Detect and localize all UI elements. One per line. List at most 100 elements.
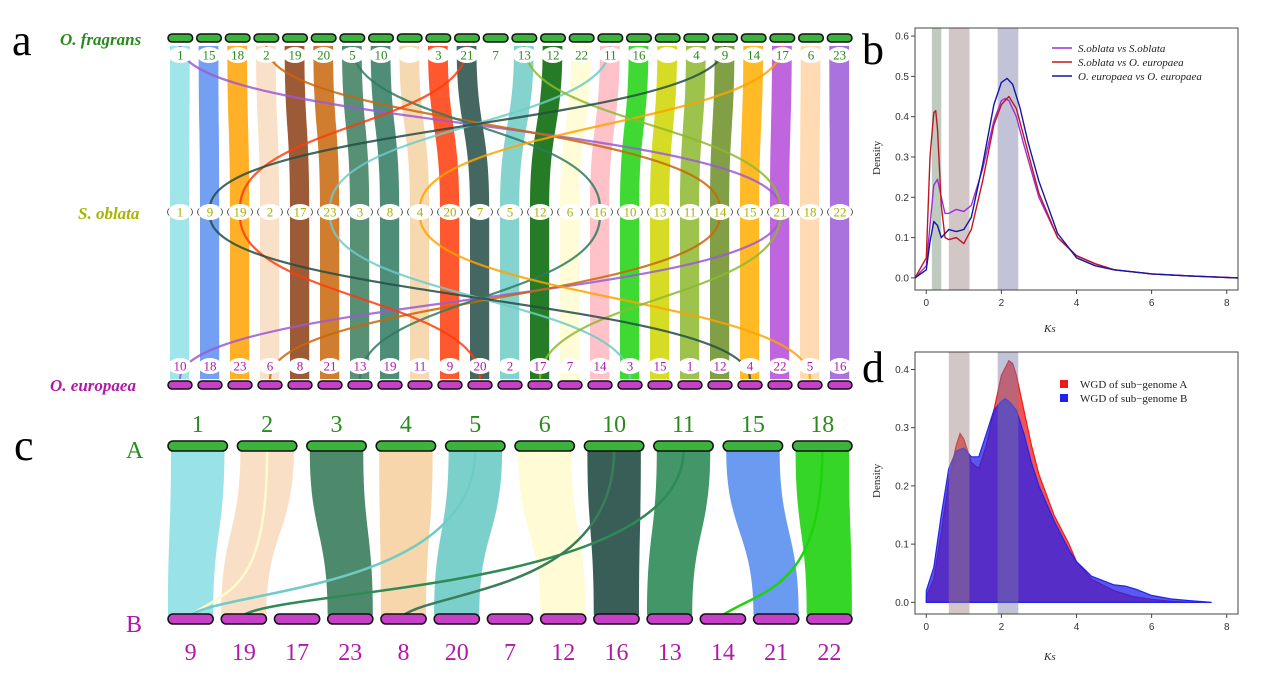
bottom-chromosome-bar bbox=[557, 380, 583, 390]
subgenome-ribbon bbox=[518, 450, 586, 615]
synteny-ribbon bbox=[456, 46, 490, 208]
top-chromosome-label: 6 bbox=[808, 48, 815, 63]
bottom-chromosome-label-bg bbox=[408, 358, 432, 374]
legend-label: WGD of sub−genome B bbox=[1080, 393, 1187, 405]
legend-swatch bbox=[1060, 394, 1068, 402]
synteny-ribbon bbox=[800, 216, 820, 379]
x-tick-label: 4 bbox=[1074, 622, 1080, 633]
bottom-chromosome-label-bg bbox=[348, 358, 372, 374]
bottom-chromosome-label-bg bbox=[288, 358, 312, 374]
top-chromosome-bar bbox=[539, 33, 567, 43]
mid-chromosome-label-bg bbox=[798, 204, 822, 220]
cross-link bbox=[538, 215, 782, 380]
bottom-chromosome-bar bbox=[527, 380, 553, 390]
subgenome-a-chromosome-bar bbox=[791, 440, 853, 452]
top-chromosome-label: 7 bbox=[492, 48, 499, 63]
synteny-ribbon bbox=[230, 216, 250, 379]
x-tick-label: 0 bbox=[923, 622, 929, 633]
subgenome-ribbon bbox=[379, 450, 433, 615]
top-chromosome-label: 23 bbox=[833, 48, 846, 63]
mid-chromosome-label-bg bbox=[618, 204, 642, 220]
top-chromosome-label-bg bbox=[311, 47, 336, 63]
synteny-ribbon bbox=[710, 46, 735, 208]
subgenome-b-chromosome-label: 22 bbox=[817, 640, 841, 666]
synteny-ribbon bbox=[740, 216, 760, 379]
species-label-o-fragrans: O. fragrans bbox=[60, 30, 142, 49]
mid-chromosome-label: 6 bbox=[567, 205, 574, 220]
top-chromosome-label: 5 bbox=[349, 48, 356, 63]
synteny-ribbon bbox=[680, 216, 700, 379]
subgenome-a-chromosome-bar bbox=[722, 440, 784, 452]
subgenome-a-label: A bbox=[126, 438, 144, 464]
bottom-chromosome-bar bbox=[317, 380, 343, 390]
bottom-chromosome-label: 15 bbox=[654, 359, 667, 374]
top-chromosome-bar bbox=[425, 33, 452, 43]
top-chromosome-label-bg bbox=[569, 47, 594, 63]
cross-link bbox=[208, 45, 727, 209]
bottom-chromosome-label-bg bbox=[228, 358, 252, 374]
panel-d-highlight-bands bbox=[948, 352, 1019, 614]
cross-link bbox=[189, 449, 269, 617]
mid-chromosome-label: 22 bbox=[834, 205, 847, 220]
cross-link bbox=[238, 215, 482, 380]
mid-chromosome-label-bg bbox=[348, 204, 372, 220]
subgenome-a-chromosome-label: 4 bbox=[400, 412, 412, 438]
subgenome-b-chromosome-label: 20 bbox=[445, 640, 469, 666]
panel-b-series bbox=[914, 77, 1239, 279]
synteny-ribbon bbox=[500, 216, 520, 379]
subgenome-a-chromosome-bar bbox=[653, 440, 714, 452]
bottom-chromosome-label-bg bbox=[738, 358, 762, 374]
top-chromosome-label: 16 bbox=[633, 48, 647, 63]
synteny-ribbon bbox=[200, 216, 220, 379]
mid-chromosome-label: 5 bbox=[507, 205, 514, 220]
top-chromosome-label-bg bbox=[627, 47, 651, 63]
panel-label-c: c bbox=[14, 421, 34, 470]
x-tick-label: 2 bbox=[999, 298, 1005, 309]
subgenome-a-chromosome-bar bbox=[167, 440, 229, 452]
x-tick-label: 6 bbox=[1149, 298, 1155, 309]
top-chromosome-label-bg bbox=[598, 47, 623, 63]
mid-chromosome-label-bg bbox=[738, 204, 762, 220]
subgenome-ribbon bbox=[647, 450, 711, 615]
top-chromosome-label: 18 bbox=[231, 48, 244, 63]
subgenome-b-chromosome-label: 14 bbox=[711, 640, 735, 666]
panel-d-series bbox=[925, 359, 1212, 603]
bottom-chromosome-bar bbox=[767, 380, 793, 390]
subgenome-a-chromosome-bar bbox=[583, 440, 645, 452]
top-chromosome-bar bbox=[310, 33, 337, 43]
bottom-chromosome-bar bbox=[407, 380, 433, 390]
top-chromosome-label-bg bbox=[483, 47, 508, 63]
ks-highlight-band bbox=[997, 352, 1019, 614]
subgenome-b-label: B bbox=[126, 612, 142, 638]
bottom-chromosome-label-bg bbox=[438, 358, 462, 374]
mid-chromosome-label: 16 bbox=[594, 205, 608, 220]
top-chromosome-label: 10 bbox=[375, 48, 388, 63]
synteny-ribbon bbox=[560, 216, 580, 379]
y-tick-label: 0.2 bbox=[895, 193, 909, 204]
top-chromosome-label-bg bbox=[340, 47, 365, 63]
bottom-chromosome-label-bg bbox=[498, 358, 522, 374]
bottom-chromosome-bar bbox=[617, 380, 643, 390]
subgenome-b-chromosome-bar bbox=[593, 613, 640, 625]
top-chromosome-label-bg bbox=[197, 47, 221, 63]
density-area bbox=[925, 397, 1212, 603]
top-chromosome-label-bg bbox=[455, 47, 479, 63]
panel-b-legend: S.oblata vs S.oblata S.oblata vs O. europ… bbox=[1052, 43, 1202, 83]
subgenome-ribbon bbox=[795, 450, 852, 615]
legend-swatch bbox=[1060, 380, 1068, 388]
mid-chromosome-label-bg bbox=[588, 204, 612, 220]
cross-link bbox=[351, 45, 602, 209]
bottom-chromosome-label: 21 bbox=[324, 359, 337, 374]
bottom-chromosome-label: 19 bbox=[384, 359, 397, 374]
bottom-chromosome-label-bg bbox=[678, 358, 702, 374]
legend-label: O. europaea vs O. europaea bbox=[1078, 71, 1202, 83]
bottom-chromosome-label: 22 bbox=[774, 359, 787, 374]
density-line bbox=[914, 95, 1239, 279]
bottom-chromosome-bar bbox=[437, 380, 463, 390]
synteny-ribbon bbox=[440, 216, 460, 379]
top-chromosome-bar bbox=[654, 33, 681, 43]
mid-chromosome-label-bg bbox=[528, 204, 552, 220]
bottom-chromosome-bar bbox=[587, 380, 613, 390]
x-tick-label: 4 bbox=[1074, 298, 1080, 309]
top-chromosome-label-bg bbox=[655, 47, 680, 63]
